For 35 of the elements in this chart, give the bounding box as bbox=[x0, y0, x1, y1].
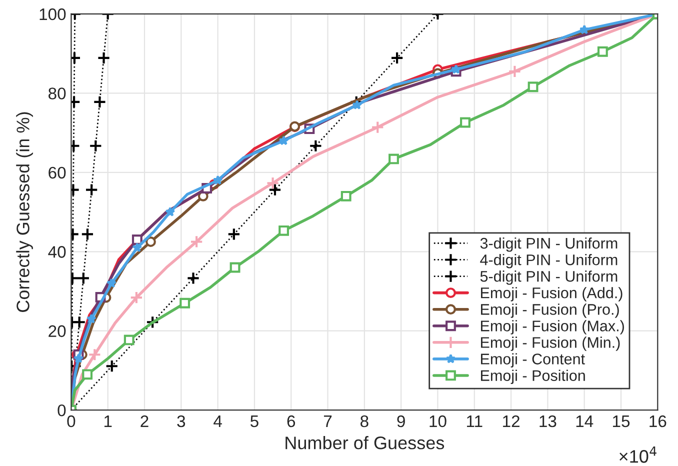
legend-label: Emoji - Fusion (Pro.) bbox=[481, 304, 619, 318]
y-tick-label: 60 bbox=[48, 166, 66, 179]
x-tick-label: 1 bbox=[104, 416, 112, 428]
x-tick-label: 11 bbox=[467, 416, 482, 428]
x-tick-label: 9 bbox=[397, 415, 405, 428]
x-tick-label: 3 bbox=[177, 415, 186, 428]
x-tick-label: 2 bbox=[140, 415, 148, 428]
y-tick-label: 40 bbox=[48, 246, 66, 258]
legend-label: Emoji - Content bbox=[481, 353, 585, 368]
x-tick-label: 0 bbox=[67, 415, 76, 428]
legend-label: 4-digit PIN - Uniform bbox=[480, 254, 618, 268]
legend-label: Emoji - Fusion (Min.) bbox=[481, 336, 620, 351]
legend-label: Emoji - Fusion (Add.) bbox=[481, 287, 622, 302]
x-tick-label: 15 bbox=[613, 416, 630, 428]
y-tick-label: 100 bbox=[40, 8, 66, 20]
x-axis-title: Number of Guesses bbox=[286, 436, 444, 450]
y-tick-label: 80 bbox=[48, 88, 66, 100]
legend-label: Emoji - Fusion (Max.) bbox=[481, 320, 624, 334]
x-tick-label: 7 bbox=[324, 416, 332, 428]
x-tick-label: 8 bbox=[360, 415, 368, 428]
y-tick-label: 0 bbox=[58, 404, 66, 416]
legend-label: 5-digit PIN - Uniform bbox=[480, 270, 618, 285]
x-tick-label: 6 bbox=[287, 415, 296, 428]
legend-label: Emoji - Position bbox=[481, 370, 585, 384]
x-tick-label: 10 bbox=[430, 415, 446, 428]
x-tick-label: 12 bbox=[503, 415, 520, 428]
text: ×10$^{4}$ bbox=[620, 446, 656, 463]
x-tick-label: 4 bbox=[214, 416, 222, 428]
legend-label: 3-digit PIN - Uniform bbox=[480, 237, 618, 252]
x-tick-label: 16 bbox=[650, 415, 666, 428]
x-tick-label: 14 bbox=[576, 416, 594, 428]
y-axis-title: Correctly Guessed (in %) bbox=[16, 112, 33, 312]
x-tick-label: 5 bbox=[250, 416, 258, 428]
x-tick-label: 13 bbox=[540, 415, 556, 428]
y-tick-label: 20 bbox=[48, 325, 66, 338]
